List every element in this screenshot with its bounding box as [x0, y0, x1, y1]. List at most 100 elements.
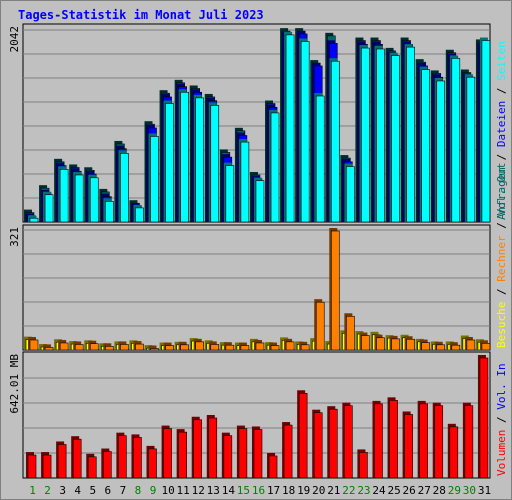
x-tick-label: 28 [433, 484, 446, 497]
legend-item: Dateien [495, 101, 508, 147]
legend-item: Vol. In [495, 363, 508, 409]
bar-rechner [466, 339, 476, 351]
bar-seiten [300, 41, 310, 223]
bar-seiten [481, 40, 491, 223]
bar-rechner [376, 337, 385, 351]
x-tick-label: 16 [252, 484, 265, 497]
bar-seiten [330, 60, 340, 223]
bar-rechner [421, 342, 430, 351]
legend-item: Anfragen [495, 167, 508, 220]
x-tick-label: 31 [478, 484, 491, 497]
legend-separator: / [495, 216, 508, 236]
y-max-label: 321 [8, 227, 21, 247]
bar-rechner [120, 344, 129, 351]
bar-volumen [87, 456, 97, 479]
bar-seiten [165, 103, 174, 223]
x-tick-label: 25 [387, 484, 400, 497]
bar-seiten [195, 97, 205, 223]
bar-volumen [464, 405, 474, 479]
x-tick-label: 20 [312, 484, 325, 497]
bar-seiten [225, 165, 235, 223]
legend: Volumen / Vol. In [495, 363, 508, 476]
bar-rechner [165, 345, 174, 351]
bar-rechner-shadow [148, 345, 157, 350]
bar-volumen [434, 405, 444, 479]
bar-seiten [59, 169, 69, 223]
bar-volumen [42, 454, 52, 479]
legend: Besuche / Rechner / Vol. Out [495, 163, 508, 348]
bar-volumen [223, 435, 233, 479]
bar-rechner [346, 315, 355, 351]
bar-volumen [27, 454, 37, 479]
legend-separator: / [495, 81, 508, 101]
bar-rechner [29, 339, 39, 351]
bar-seiten [255, 180, 265, 223]
bar-volumen [163, 428, 172, 479]
bar-volumen [57, 444, 67, 479]
bar-rechner [436, 344, 446, 351]
bar-volumen [268, 455, 278, 479]
legend-item: Besuche [495, 302, 508, 348]
y-max-label: 642.01 MB [8, 354, 21, 414]
bar-rechner [74, 344, 84, 351]
x-tick-label: 23 [357, 484, 370, 497]
bar-rechner [315, 301, 325, 351]
bar-rechner [225, 344, 235, 351]
x-tick-label: 17 [267, 484, 280, 497]
bar-volumen [178, 431, 187, 479]
chart-title: Tages-Statistik im Monat Juli 2023 [18, 8, 264, 22]
bar-seiten [421, 69, 430, 223]
bar-rechner [406, 338, 415, 351]
x-tick-label: 8 [135, 484, 142, 497]
x-tick-label: 19 [297, 484, 310, 497]
x-tick-label: 15 [237, 484, 250, 497]
bar-rechner [270, 345, 280, 351]
x-tick-label: 12 [192, 484, 205, 497]
bar-volumen [193, 419, 203, 479]
legend-separator: / [495, 147, 508, 167]
bar-seiten [240, 141, 250, 223]
bar-volumen [419, 403, 428, 479]
bar-rechner [451, 344, 461, 351]
bar-seiten [74, 174, 84, 223]
bar-rechner [135, 343, 144, 351]
bar-seiten [361, 47, 370, 223]
bar-volumen [479, 357, 489, 479]
x-tick-label: 24 [372, 484, 386, 497]
bar-volumen [238, 428, 248, 479]
bar-seiten [346, 166, 355, 223]
bar-seiten [120, 153, 129, 223]
bar-seiten [210, 105, 220, 223]
legend-item: Seiten [495, 41, 508, 81]
bar-rechner [300, 344, 310, 351]
bar-seiten [89, 177, 99, 223]
legend-separator: / [495, 282, 508, 302]
legend-item: Volumen [495, 430, 508, 476]
bar-volumen [404, 414, 413, 479]
x-tick-label: 2 [44, 484, 51, 497]
bar-volumen [253, 429, 263, 479]
bar-seiten [270, 112, 280, 223]
bar-volumen [298, 392, 308, 479]
x-tick-label: 1 [29, 484, 36, 497]
bar-rechner [210, 344, 220, 351]
x-tick-label: 30 [463, 484, 476, 497]
x-tick-label: 14 [222, 484, 236, 497]
bar-seiten [180, 91, 189, 223]
legend-item: Vol. Out [495, 163, 508, 216]
legend: Anfragen / Dateien / Seiten [495, 41, 508, 220]
x-tick-label: 26 [403, 484, 416, 497]
bar-seiten [150, 136, 159, 223]
bar-rechner [481, 343, 491, 351]
x-tick-label: 21 [327, 484, 340, 497]
bar-volumen [374, 403, 383, 479]
x-tick-label: 10 [161, 484, 174, 497]
bar-rechner [195, 341, 205, 351]
bar-seiten [451, 58, 461, 223]
x-tick-label: 27 [418, 484, 431, 497]
bar-rechner [180, 344, 189, 351]
bar-rechner [105, 345, 114, 351]
x-tick-label: 11 [177, 484, 190, 497]
bar-rechner [240, 345, 250, 351]
legend-item: Rechner [495, 235, 508, 282]
